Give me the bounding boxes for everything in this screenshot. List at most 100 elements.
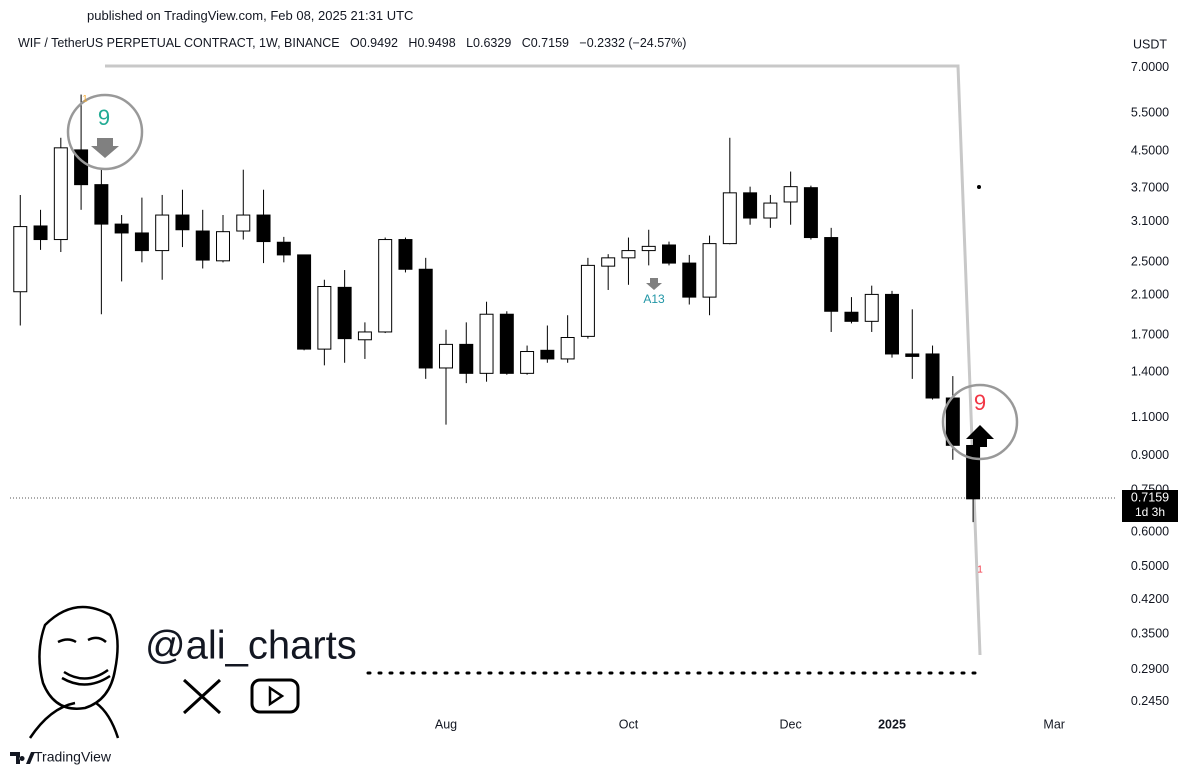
- h-key: H: [408, 36, 418, 50]
- candle-body: [236, 214, 251, 232]
- candle-body: [844, 311, 859, 322]
- y-tick-label: 1.1000: [1131, 410, 1169, 424]
- last-price: 0.7159: [1131, 490, 1169, 504]
- td-circle: [66, 93, 144, 171]
- td-sell-9: 9: [98, 105, 110, 130]
- candle-body: [560, 337, 575, 360]
- count-1: 1: [977, 565, 983, 576]
- price-box: [1122, 490, 1178, 522]
- candle-body: [783, 186, 798, 203]
- candle-body: [317, 286, 332, 350]
- change: −0.2332 (−24.57%): [579, 36, 687, 50]
- candle-body: [702, 243, 717, 298]
- y-tick-label: 1.7000: [1131, 328, 1169, 342]
- y-unit: USDT: [1133, 37, 1167, 51]
- y-tick-label: 2.5000: [1131, 255, 1169, 269]
- plot: 7.0000 5.5000 4.5000 3.7000 3.1000 2.5000 2.10…: [13, 60, 1169, 731]
- c-key: C: [521, 36, 531, 50]
- y-tick-label: 5.5000: [1131, 106, 1169, 120]
- published: published on TradingView.com, Feb 08, 20…: [87, 8, 414, 23]
- td-buy-9: 9: [974, 390, 986, 415]
- y-tick-label: 2.1000: [1131, 288, 1169, 302]
- tv-logo: [10, 752, 35, 764]
- y-tick-label: 1.4000: [1131, 364, 1169, 378]
- candle-body: [357, 331, 372, 341]
- candle-body: [94, 184, 109, 225]
- candle-body: [155, 214, 170, 252]
- candle-body: [256, 214, 271, 243]
- candle-body: [499, 313, 514, 374]
- y-tick-label: 0.4200: [1131, 592, 1169, 606]
- y-tick-label: 3.1000: [1131, 214, 1169, 228]
- y-tick-label: 0.6000: [1131, 525, 1169, 539]
- candle-body: [439, 343, 453, 369]
- h-val: 0.9498: [417, 36, 456, 50]
- candle-body: [662, 244, 676, 264]
- a13-label: A13: [643, 292, 665, 306]
- header: WIF / TetherUS PERPETUAL CONTRACT, 1W, B…: [18, 36, 686, 50]
- candle-body: [722, 192, 737, 245]
- countdown: 1d 3h: [1135, 505, 1165, 519]
- candle-body: [216, 231, 230, 262]
- candle-body: [824, 237, 839, 312]
- watermark: @ali_charts: [145, 624, 357, 668]
- candle-body: [864, 293, 879, 322]
- candle-body: [580, 264, 595, 337]
- candle-body: [33, 225, 48, 241]
- candle-body: [621, 250, 636, 259]
- candle-body: [378, 239, 393, 333]
- x-tick-label: Mar: [1043, 717, 1065, 731]
- candle-body: [479, 313, 494, 374]
- candle-body: [905, 353, 920, 357]
- arrow-down: [91, 138, 119, 158]
- candle-body: [114, 223, 129, 234]
- y-tick-label: 0.3500: [1131, 626, 1169, 640]
- candle-body: [13, 226, 28, 293]
- y-tick-label: 3.7000: [1131, 180, 1169, 194]
- o-key: O: [350, 36, 360, 50]
- candle-body: [418, 268, 433, 369]
- candle-body: [195, 230, 210, 261]
- social-icons: [182, 678, 300, 715]
- l-key: L: [466, 36, 474, 50]
- candle-body: [601, 257, 616, 267]
- y-tick-label: 0.2450: [1131, 694, 1169, 708]
- candle-body: [276, 241, 291, 256]
- y-tick-label: 7.0000: [1131, 60, 1169, 74]
- y-tick-label: 0.2900: [1131, 662, 1169, 676]
- candle-body: [297, 254, 312, 350]
- y-tick-label: 0.5000: [1131, 559, 1169, 573]
- candle-body: [885, 293, 899, 355]
- symbol: WIF / TetherUS PERPETUAL CONTRACT, 1W, B…: [18, 36, 340, 50]
- x-tick-label: 2025: [878, 717, 906, 731]
- y-tick-label: 0.9000: [1131, 448, 1169, 462]
- arrow-up: [966, 425, 994, 447]
- arrow-down: [646, 278, 662, 290]
- candle-body: [540, 349, 555, 360]
- candle-body: [398, 239, 413, 270]
- c-val: 0.7159: [530, 36, 569, 50]
- x-tick-label: Oct: [619, 717, 639, 731]
- dot: [977, 185, 981, 189]
- candle-body: [925, 353, 940, 399]
- candle-body: [682, 262, 697, 298]
- candle-body: [134, 232, 149, 252]
- candle-body: [53, 147, 68, 241]
- x-tick-label: Aug: [435, 717, 457, 731]
- candle-body: [743, 192, 758, 219]
- candle-body: [520, 351, 535, 374]
- td-circle: [941, 383, 1019, 461]
- o-val: 0.9492: [359, 36, 398, 50]
- candle-body: [175, 214, 190, 231]
- x-tick-label: Dec: [780, 717, 802, 731]
- candle-body: [337, 286, 352, 340]
- candle-body: [459, 343, 474, 374]
- footer: TradingView: [34, 749, 112, 765]
- candle-body: [763, 202, 778, 219]
- candle-body: [803, 187, 818, 239]
- count-1: 1: [82, 93, 87, 103]
- avatar: [28, 605, 120, 739]
